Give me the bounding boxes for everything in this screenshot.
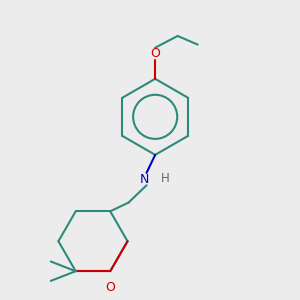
Text: O: O xyxy=(105,281,115,294)
Text: O: O xyxy=(150,47,160,60)
Text: N: N xyxy=(140,172,149,185)
Text: H: H xyxy=(161,172,170,185)
